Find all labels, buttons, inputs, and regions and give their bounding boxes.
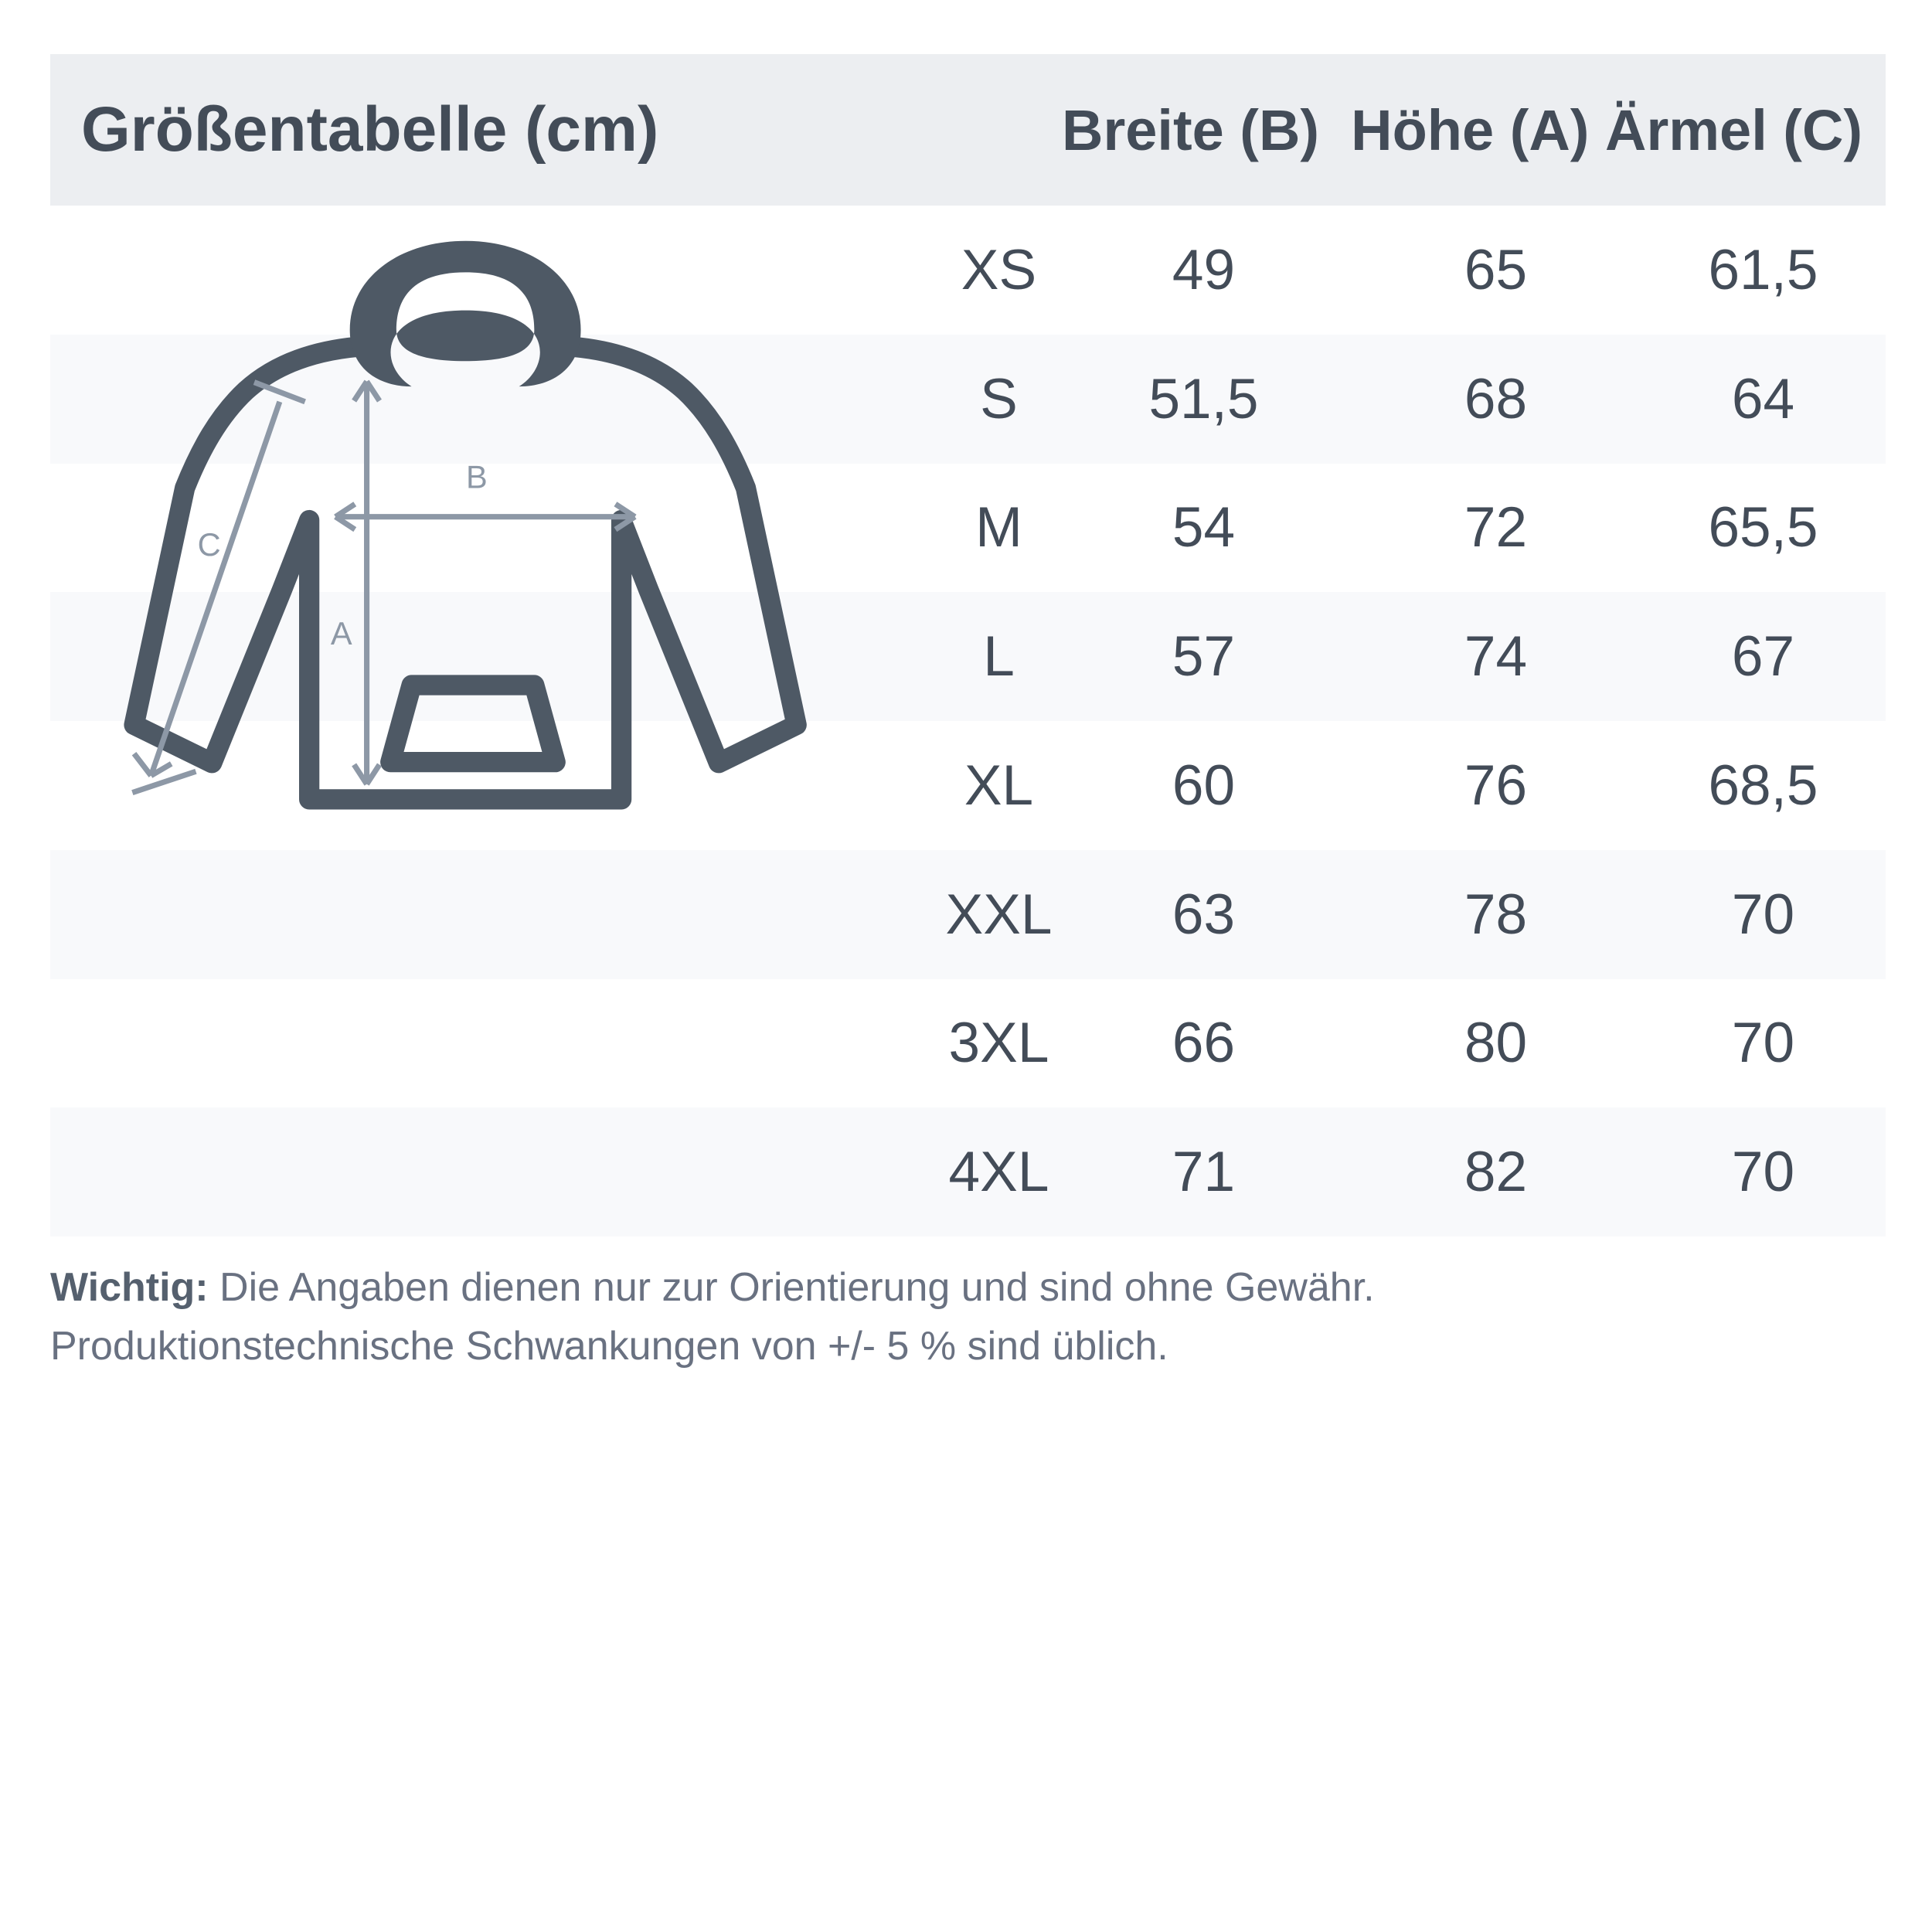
- svg-text:A: A: [331, 615, 352, 651]
- svg-text:B: B: [466, 458, 488, 495]
- svg-text:C: C: [198, 526, 221, 563]
